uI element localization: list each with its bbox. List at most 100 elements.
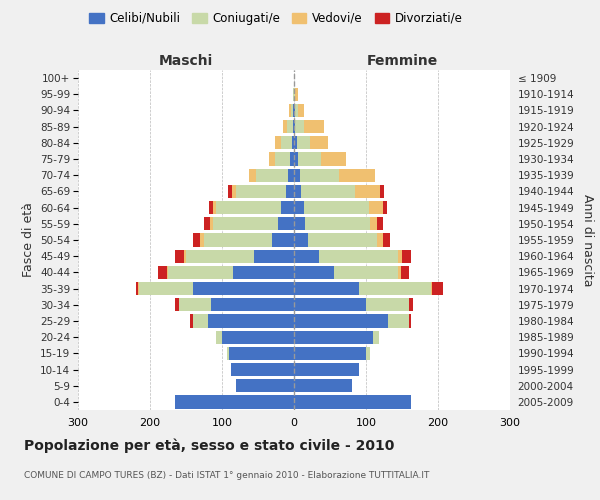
Bar: [204, 234, 272, 246]
Bar: [401, 266, 409, 279]
Bar: [167, 266, 168, 279]
Bar: [233, 266, 294, 279]
Text: Popolazione per età, sesso e stato civile - 2010: Popolazione per età, sesso e stato civil…: [24, 438, 394, 453]
Bar: [305, 217, 370, 230]
Bar: [383, 234, 390, 246]
Bar: [211, 298, 294, 312]
Bar: [293, 88, 294, 101]
Bar: [278, 217, 294, 230]
Bar: [186, 250, 254, 263]
Bar: [294, 396, 410, 408]
Bar: [272, 234, 294, 246]
Y-axis label: Anni di nascita: Anni di nascita: [581, 194, 594, 286]
Bar: [291, 104, 293, 117]
Bar: [283, 120, 287, 134]
Y-axis label: Fasce di età: Fasce di età: [22, 202, 35, 278]
Bar: [248, 168, 256, 182]
Bar: [212, 201, 216, 214]
Bar: [319, 250, 398, 263]
Bar: [294, 88, 295, 101]
Bar: [288, 168, 294, 182]
Bar: [256, 168, 288, 182]
Bar: [168, 266, 233, 279]
Bar: [290, 152, 294, 166]
Bar: [294, 152, 298, 166]
Bar: [377, 234, 383, 246]
Bar: [208, 314, 294, 328]
Bar: [287, 120, 293, 134]
Text: Femmine: Femmine: [367, 54, 437, 68]
Bar: [298, 104, 304, 117]
Bar: [359, 282, 431, 295]
Bar: [216, 201, 281, 214]
Bar: [294, 346, 366, 360]
Bar: [297, 136, 310, 149]
Bar: [294, 250, 319, 263]
Bar: [294, 266, 334, 279]
Bar: [200, 234, 204, 246]
Bar: [294, 217, 305, 230]
Bar: [292, 136, 294, 149]
Bar: [402, 250, 410, 263]
Bar: [300, 168, 340, 182]
Bar: [295, 104, 298, 117]
Bar: [209, 201, 212, 214]
Bar: [214, 217, 278, 230]
Bar: [204, 217, 210, 230]
Bar: [310, 136, 328, 149]
Bar: [295, 120, 304, 134]
Bar: [298, 152, 320, 166]
Bar: [320, 152, 346, 166]
Bar: [175, 396, 294, 408]
Bar: [193, 314, 208, 328]
Bar: [294, 168, 300, 182]
Bar: [136, 282, 138, 295]
Bar: [295, 88, 298, 101]
Bar: [293, 104, 294, 117]
Bar: [366, 298, 409, 312]
Bar: [369, 201, 383, 214]
Bar: [286, 185, 294, 198]
Bar: [193, 282, 294, 295]
Bar: [294, 282, 359, 295]
Bar: [294, 330, 373, 344]
Bar: [210, 217, 214, 230]
Bar: [398, 250, 402, 263]
Bar: [275, 136, 281, 149]
Bar: [294, 104, 295, 117]
Bar: [304, 201, 369, 214]
Bar: [179, 298, 211, 312]
Text: COMUNE DI CAMPO TURES (BZ) - Dati ISTAT 1° gennaio 2010 - Elaborazione TUTTITALI: COMUNE DI CAMPO TURES (BZ) - Dati ISTAT …: [24, 470, 430, 480]
Bar: [355, 185, 380, 198]
Bar: [216, 330, 222, 344]
Bar: [340, 168, 376, 182]
Bar: [398, 266, 401, 279]
Bar: [232, 185, 236, 198]
Bar: [294, 363, 359, 376]
Bar: [294, 120, 295, 134]
Bar: [294, 136, 297, 149]
Bar: [281, 136, 292, 149]
Bar: [373, 330, 379, 344]
Bar: [294, 379, 352, 392]
Bar: [229, 346, 294, 360]
Bar: [275, 152, 290, 166]
Bar: [236, 379, 294, 392]
Bar: [236, 185, 286, 198]
Bar: [229, 185, 232, 198]
Bar: [409, 298, 413, 312]
Legend: Celibi/Nubili, Coniugati/e, Vedovi/e, Divorziati/e: Celibi/Nubili, Coniugati/e, Vedovi/e, Di…: [86, 8, 466, 28]
Bar: [304, 120, 324, 134]
Bar: [190, 314, 193, 328]
Bar: [184, 250, 186, 263]
Bar: [139, 282, 193, 295]
Bar: [294, 314, 388, 328]
Bar: [383, 201, 387, 214]
Bar: [308, 234, 377, 246]
Bar: [254, 250, 294, 263]
Bar: [222, 330, 294, 344]
Bar: [293, 120, 294, 134]
Bar: [294, 201, 304, 214]
Bar: [175, 298, 179, 312]
Bar: [227, 346, 229, 360]
